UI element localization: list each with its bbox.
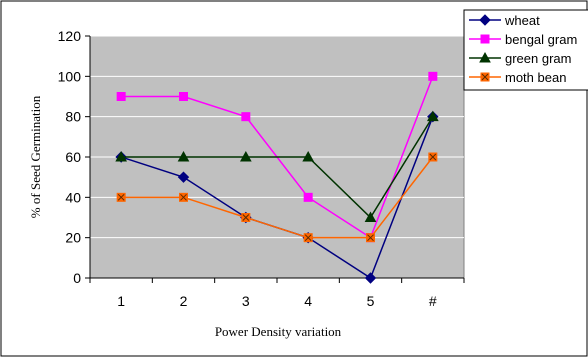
x-tick-label: 3 (242, 293, 250, 309)
x-tick-label: 2 (180, 293, 188, 309)
data-point-green-gram (177, 150, 190, 162)
data-point-moth-bean (179, 192, 188, 202)
data-point-bengal-gram (428, 71, 438, 81)
y-tick-label: 20 (65, 230, 81, 246)
data-point-wheat (364, 272, 377, 284)
y-tick-label: 80 (65, 109, 81, 125)
data-point-green-gram (302, 150, 315, 162)
x-tick-label: # (429, 293, 437, 309)
legend-item-green-gram: green gram (469, 51, 571, 66)
series-line-moth-bean (121, 156, 434, 239)
data-point-moth-bean (428, 152, 438, 162)
data-point-bengal-gram (179, 92, 188, 101)
legend-label: wheat (504, 13, 540, 28)
x-tick-label: 5 (367, 293, 375, 309)
legend-label: green gram (505, 51, 571, 66)
data-point-bengal-gram (303, 192, 313, 202)
legend-item-bengal-gram: bengal gram (469, 32, 577, 47)
legend-marker (480, 72, 490, 82)
data-point-green-gram (364, 211, 377, 222)
data-point-moth-bean (241, 213, 251, 222)
y-axis-title: % of Seed Germination (28, 95, 43, 218)
data-point-green-gram (426, 110, 439, 122)
data-point-wheat (177, 171, 190, 183)
x-tick-label: 1 (117, 293, 125, 309)
legend-marker (480, 34, 490, 44)
y-tick-label: 100 (58, 68, 82, 84)
legend-label: moth bean (505, 70, 566, 85)
y-tick-label: 0 (73, 270, 81, 286)
series-layer (115, 71, 439, 284)
data-point-bengal-gram (241, 112, 251, 122)
series-line-green-gram (121, 116, 434, 219)
x-tick-label: 4 (304, 293, 312, 309)
y-tick-label: 60 (65, 149, 81, 165)
legend: wheat bengal gram green gram moth bean (463, 9, 588, 91)
data-point-bengal-gram (116, 92, 126, 101)
data-point-moth-bean (303, 233, 313, 243)
y-tick-label: 40 (65, 189, 81, 205)
legend-item-moth-bean: moth bean (469, 70, 566, 85)
legend-item-wheat: wheat (469, 13, 540, 28)
y-tick-label: 120 (58, 28, 82, 44)
data-point-moth-bean (116, 192, 126, 202)
data-point-moth-bean (366, 233, 375, 243)
axes (85, 35, 465, 283)
x-axis-title: Power Density variation (215, 324, 342, 339)
data-point-green-gram (115, 150, 128, 162)
legend-label: bengal gram (505, 32, 577, 47)
legend-marker (479, 14, 491, 26)
tick-labels: 0 20 40 60 80 100 120 1 2 3 4 5 # (58, 28, 437, 309)
data-point-green-gram (239, 150, 252, 162)
legend-marker (479, 51, 491, 63)
